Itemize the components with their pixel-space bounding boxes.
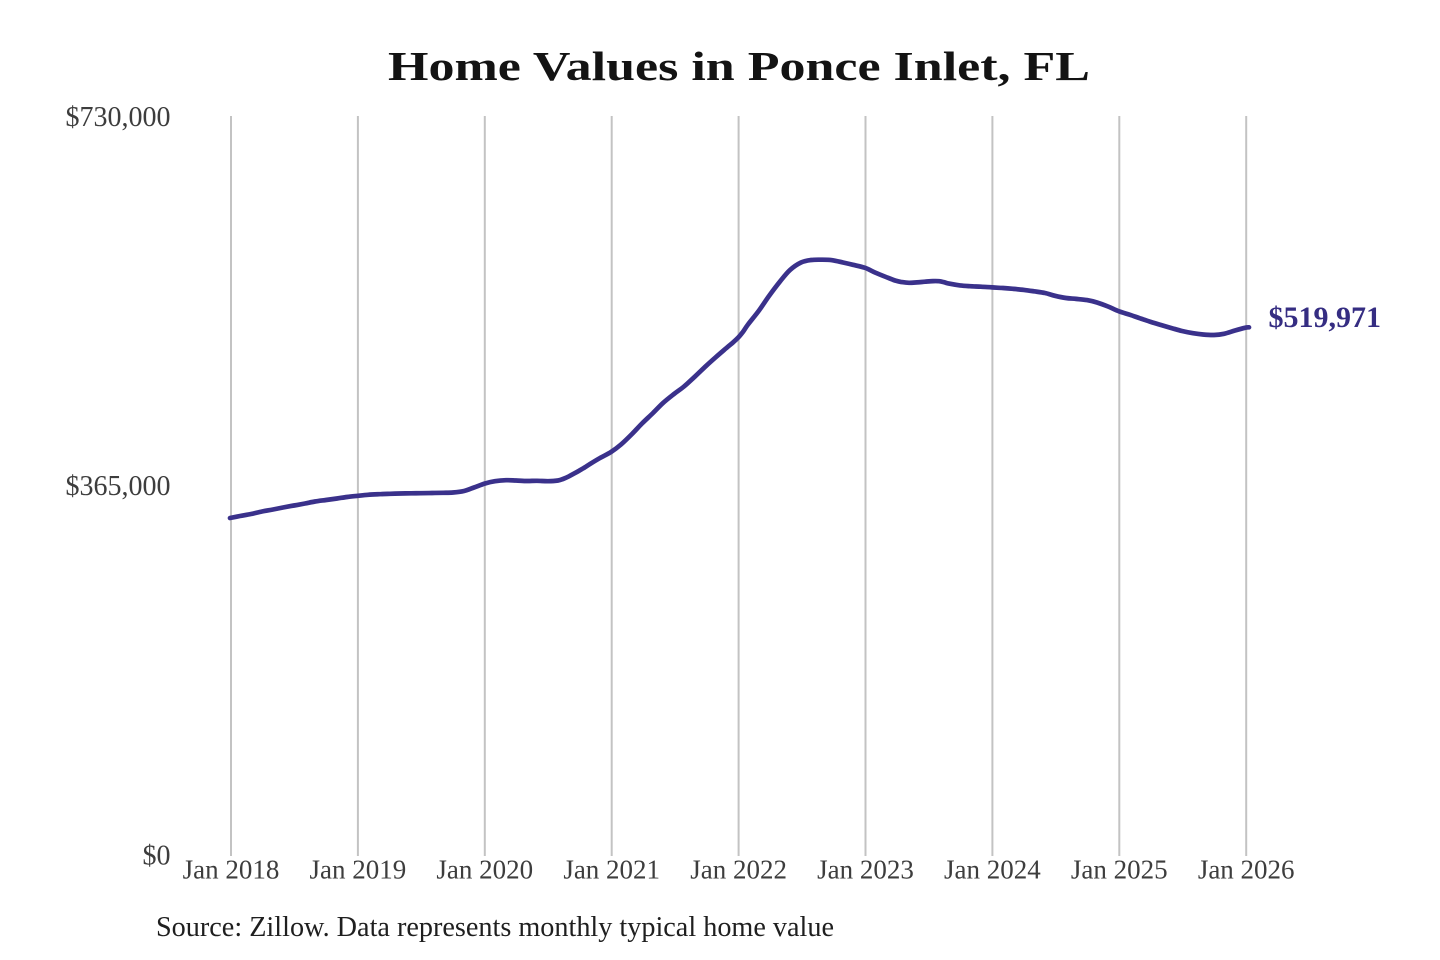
svg-text:$0: $0 [143,840,171,871]
svg-text:Jan 2018: Jan 2018 [183,855,280,885]
svg-text:$519,971: $519,971 [1269,301,1382,334]
svg-text:$730,000: $730,000 [66,102,171,133]
svg-text:Jan 2026: Jan 2026 [1198,855,1295,885]
svg-text:Jan 2023: Jan 2023 [817,855,914,885]
svg-text:$365,000: $365,000 [66,471,171,502]
svg-text:Jan 2025: Jan 2025 [1071,855,1168,885]
svg-text:Jan 2019: Jan 2019 [310,855,407,885]
svg-text:Jan 2021: Jan 2021 [563,855,660,885]
svg-text:Jan 2020: Jan 2020 [436,855,533,885]
svg-text:Jan 2022: Jan 2022 [690,855,787,885]
svg-text:Jan 2024: Jan 2024 [944,855,1041,885]
svg-text:Home Values in Ponce Inlet, FL: Home Values in Ponce Inlet, FL [388,43,1090,89]
svg-text:Source: Zillow. Data represent: Source: Zillow. Data represents monthly … [156,912,834,943]
